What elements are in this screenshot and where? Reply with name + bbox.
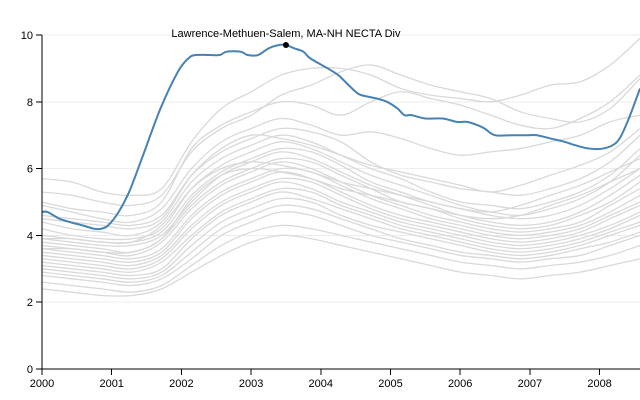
x-axis: 2000 2001 2002 2003 2004 2005 2006 2007 2008 bbox=[30, 368, 640, 390]
highlight-series-point bbox=[282, 42, 289, 49]
background-series-line-8 bbox=[41, 151, 640, 247]
y-tick-label-0: 0 bbox=[27, 364, 33, 376]
background-series-line-0 bbox=[41, 37, 640, 197]
background-series-line-17 bbox=[41, 197, 640, 280]
x-tick-label-5: 2005 bbox=[378, 378, 402, 390]
background-series-line-4 bbox=[41, 127, 640, 227]
x-tick-label-7: 2007 bbox=[518, 378, 542, 390]
x-tick-label-0: 2000 bbox=[30, 378, 54, 390]
x-tick-label-2: 2002 bbox=[169, 378, 193, 390]
y-tick-label-5: 10 bbox=[21, 30, 33, 42]
background-series-line-20 bbox=[41, 224, 640, 293]
y-tick-label-4: 8 bbox=[27, 97, 33, 109]
highlight-series-label: Lawrence-Methuen-Salem, MA-NH NECTA Div bbox=[171, 28, 401, 40]
x-tick-label-4: 2004 bbox=[309, 378, 333, 390]
x-tick-label-8: 2008 bbox=[587, 378, 611, 390]
background-series-line-12 bbox=[41, 171, 640, 263]
y-axis: 0 2 4 6 8 10 bbox=[21, 30, 43, 376]
background-series-line-22 bbox=[41, 128, 640, 230]
x-tick-label-3: 2003 bbox=[239, 378, 263, 390]
x-tick-label-1: 2001 bbox=[99, 378, 123, 390]
background-series-line-6 bbox=[41, 141, 640, 241]
background-series-line-13 bbox=[41, 177, 640, 267]
y-tick-label-3: 6 bbox=[27, 164, 33, 176]
background-series-line-21 bbox=[41, 234, 640, 297]
background-series-line-2 bbox=[41, 74, 640, 217]
background-series-line-1 bbox=[41, 64, 640, 207]
grid-lines bbox=[42, 34, 640, 303]
background-series-line-14 bbox=[41, 181, 640, 270]
background-series-line-11 bbox=[41, 167, 640, 260]
background-series-line-19 bbox=[41, 211, 640, 287]
y-tick-label-1: 2 bbox=[27, 297, 33, 309]
background-series-line-24 bbox=[41, 167, 640, 254]
background-series-line-16 bbox=[41, 191, 640, 277]
background-series-line-15 bbox=[41, 187, 640, 274]
background-series-line-18 bbox=[41, 204, 640, 283]
background-series-group bbox=[41, 37, 640, 297]
background-series-line-3 bbox=[41, 114, 640, 224]
background-series-line-7 bbox=[41, 147, 640, 244]
y-tick-label-2: 4 bbox=[27, 230, 33, 242]
background-series-line-23 bbox=[41, 157, 640, 245]
x-tick-label-6: 2006 bbox=[448, 378, 472, 390]
highlight-series-line bbox=[41, 43, 640, 231]
